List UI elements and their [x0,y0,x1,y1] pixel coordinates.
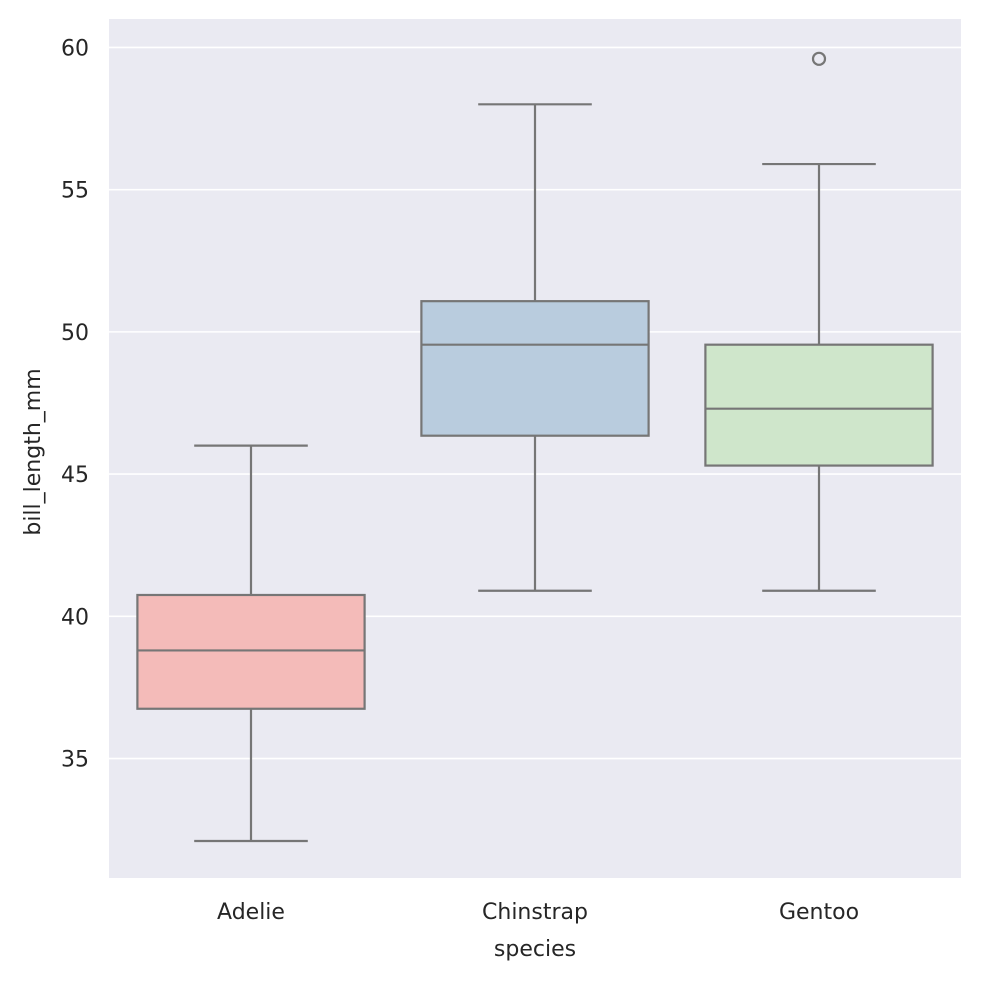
y-tick-label-55: 55 [61,179,89,204]
y-tick-label-60: 60 [61,36,89,61]
x-axis-label: species [494,937,576,962]
iqr-box-adelie [136,593,366,710]
box-adelie [136,444,366,843]
y-tick-label-50: 50 [61,321,89,346]
box-gentoo [704,51,934,592]
x-tick-label-chinstrap: Chinstrap [482,900,588,925]
x-tick-label-adelie: Adelie [217,900,285,925]
iqr-box-gentoo [704,343,934,467]
iqr-box-chinstrap [420,300,650,437]
box-chinstrap [420,103,650,592]
x-tick-labels: Adelie Chinstrap Gentoo [217,900,859,925]
y-tick-label-35: 35 [61,748,89,773]
y-tick-label-40: 40 [61,605,89,630]
y-tick-labels: 35 40 45 50 55 60 [61,36,89,772]
y-axis-label: bill_length_mm [21,368,46,535]
x-tick-label-gentoo: Gentoo [779,900,859,925]
outlier-gentoo-0 [811,51,827,66]
y-tick-label-45: 45 [61,463,89,488]
boxes-group [136,51,934,843]
